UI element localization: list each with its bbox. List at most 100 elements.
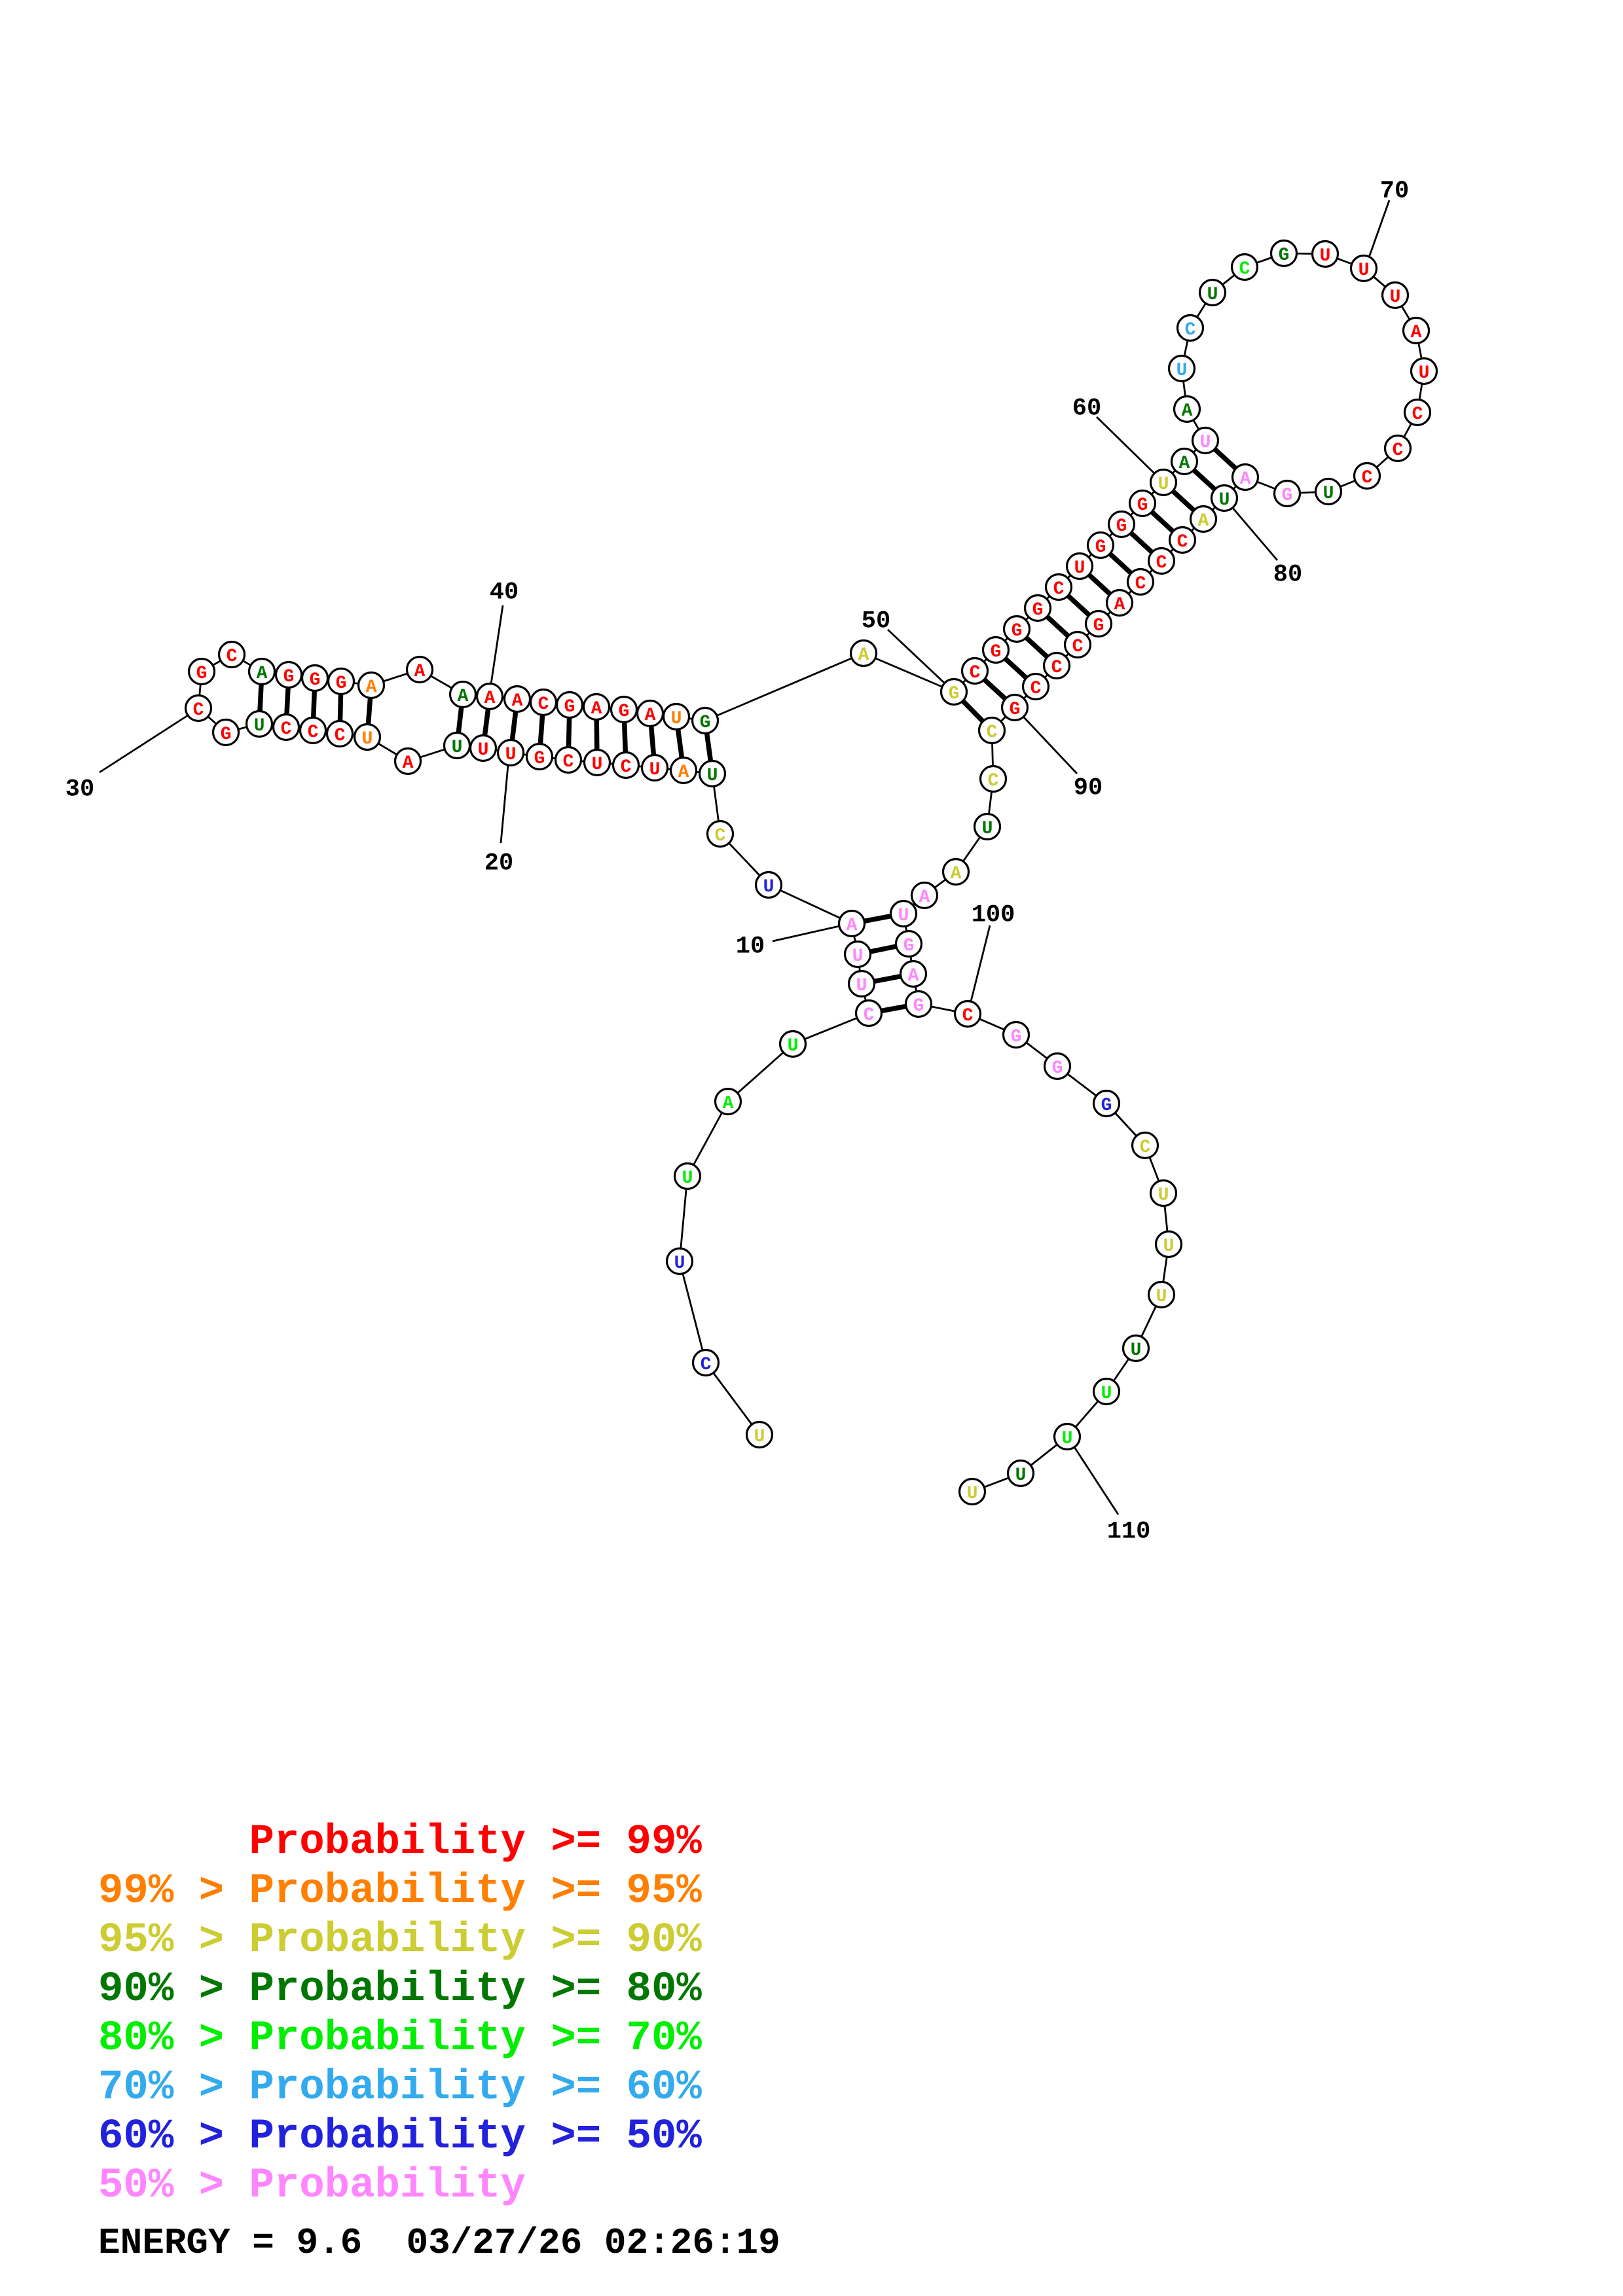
nucleotide-base-17: U	[592, 755, 603, 775]
nucleotide-circle-22	[443, 731, 471, 760]
nucleotide-circle-35	[301, 664, 329, 692]
nucleotide-base-30: C	[193, 700, 204, 721]
nucleotide-base-11: U	[763, 877, 775, 897]
nucleotide-base-48: G	[700, 713, 711, 733]
nucleotide-circle-67	[1230, 253, 1259, 281]
nucleotide-circle-30	[184, 694, 213, 723]
nucleotide-base-95: A	[919, 888, 930, 908]
nucleotide-circle-28	[245, 709, 274, 738]
nucleotide-base-7: C	[864, 1005, 875, 1026]
nucleotide-circle-12	[706, 819, 735, 848]
nucleotide-base-3: U	[674, 1253, 685, 1274]
nucleotide-circle-64	[1167, 354, 1196, 383]
nucleotide-base-96: U	[898, 906, 909, 926]
backbone-segment	[863, 652, 955, 693]
nucleotide-circle-87	[1063, 630, 1092, 659]
nucleotide-circle-65	[1176, 314, 1205, 342]
nucleotide-base-74: C	[1412, 404, 1423, 425]
nucleotide-base-21: U	[478, 740, 489, 761]
nucleotide-circle-3	[665, 1247, 694, 1276]
nucleotide-base-84: C	[1135, 574, 1146, 594]
legend-row-70: 80% > Probability >= 70%	[98, 2015, 702, 2062]
nucleotide-circle-29	[211, 718, 240, 747]
nucleotide-circle-20	[496, 738, 525, 767]
nucleotide-circle-24	[353, 723, 382, 751]
nucleotide-base-5: A	[723, 1094, 734, 1114]
nucleotide-circle-49	[849, 639, 878, 668]
nucleotide-base-51: C	[970, 663, 981, 683]
nucleotide-base-57: G	[1095, 537, 1106, 558]
nucleotide-circle-41	[503, 685, 532, 713]
label-leader-line	[1367, 200, 1391, 260]
nucleotide-circle-99	[904, 990, 933, 1018]
nucleotide-base-37: A	[366, 677, 377, 698]
nucleotide-circle-16	[611, 751, 640, 780]
nucleotide-circle-6	[778, 1030, 807, 1058]
nucleotide-circle-94	[941, 857, 970, 886]
nucleotide-base-88: C	[1051, 658, 1063, 678]
nucleotide-circle-59	[1128, 489, 1157, 518]
nucleotide-base-112: U	[967, 1484, 978, 1504]
nucleotide-circle-9	[843, 940, 872, 969]
nucleotide-base-33: A	[257, 664, 268, 684]
nucleotide-base-6: U	[788, 1036, 799, 1056]
position-label-90: 90	[1074, 774, 1103, 802]
nucleotide-base-103: G	[1101, 1096, 1112, 1116]
nucleotide-base-36: G	[336, 673, 347, 694]
nucleotide-base-92: C	[988, 771, 999, 791]
nucleotide-circle-37	[357, 671, 386, 700]
position-label-60: 60	[1072, 395, 1101, 422]
nucleotide-base-22: U	[452, 738, 463, 758]
nucleotide-base-104: C	[1140, 1138, 1151, 1158]
nucleotide-base-67: C	[1239, 259, 1250, 279]
nucleotide-circle-52	[981, 636, 1010, 664]
nucleotide-circle-93	[973, 812, 1002, 841]
nucleotide-base-87: C	[1072, 637, 1084, 657]
nucleotide-circle-61	[1170, 447, 1199, 476]
nucleotide-circle-40	[475, 682, 504, 711]
legend-row-50: 60% > Probability >= 50%	[98, 2113, 702, 2161]
nucleotide-base-72: A	[1411, 323, 1422, 343]
nucleotide-base-52: G	[991, 642, 1002, 662]
nucleotide-base-47: U	[671, 709, 682, 729]
nucleotide-circle-105	[1149, 1179, 1178, 1208]
backbone-segment	[678, 1175, 689, 1262]
nucleotide-circle-100	[953, 999, 982, 1028]
position-label-30: 30	[65, 776, 94, 803]
nucleotide-base-97: G	[903, 936, 915, 956]
nucleotide-base-26: C	[308, 723, 319, 743]
nucleotide-circle-85	[1105, 588, 1134, 617]
nucleotide-circle-111	[1006, 1459, 1035, 1488]
nucleotide-circle-72	[1402, 316, 1431, 345]
nucleotide-circle-78	[1273, 479, 1302, 508]
nucleotide-base-18: C	[563, 752, 574, 772]
nucleotide-circle-17	[583, 748, 611, 777]
nucleotide-circle-50	[939, 677, 968, 706]
position-label-50: 50	[862, 607, 890, 635]
backbone-segment	[686, 1101, 729, 1177]
nucleotide-circle-14	[669, 756, 698, 785]
nucleotide-base-42: C	[538, 694, 549, 715]
nucleotide-circle-58	[1107, 510, 1136, 539]
nucleotide-circle-79	[1231, 463, 1260, 492]
nucleotide-base-63: A	[1182, 401, 1193, 422]
nucleotide-circle-107	[1147, 1280, 1176, 1309]
position-label-70: 70	[1380, 177, 1409, 205]
nucleotide-circle-25	[325, 719, 354, 748]
nucleotide-base-29: G	[221, 725, 232, 745]
nucleotide-base-35: G	[310, 670, 321, 691]
nucleotide-circle-68	[1269, 239, 1298, 268]
label-leader-line	[772, 925, 840, 942]
nucleotide-base-89: C	[1030, 679, 1042, 699]
nucleotide-circle-101	[1002, 1020, 1030, 1049]
nucleotide-circle-32	[217, 640, 246, 669]
nucleotide-circle-5	[714, 1087, 742, 1116]
nucleotide-circle-33	[247, 657, 276, 686]
nucleotide-circle-98	[899, 960, 928, 988]
label-leader-line	[1096, 416, 1156, 475]
nucleotide-circle-31	[187, 657, 216, 686]
nucleotide-circle-39	[448, 680, 477, 709]
backbone-segment	[678, 1261, 707, 1363]
nucleotide-base-79: A	[1240, 469, 1251, 490]
